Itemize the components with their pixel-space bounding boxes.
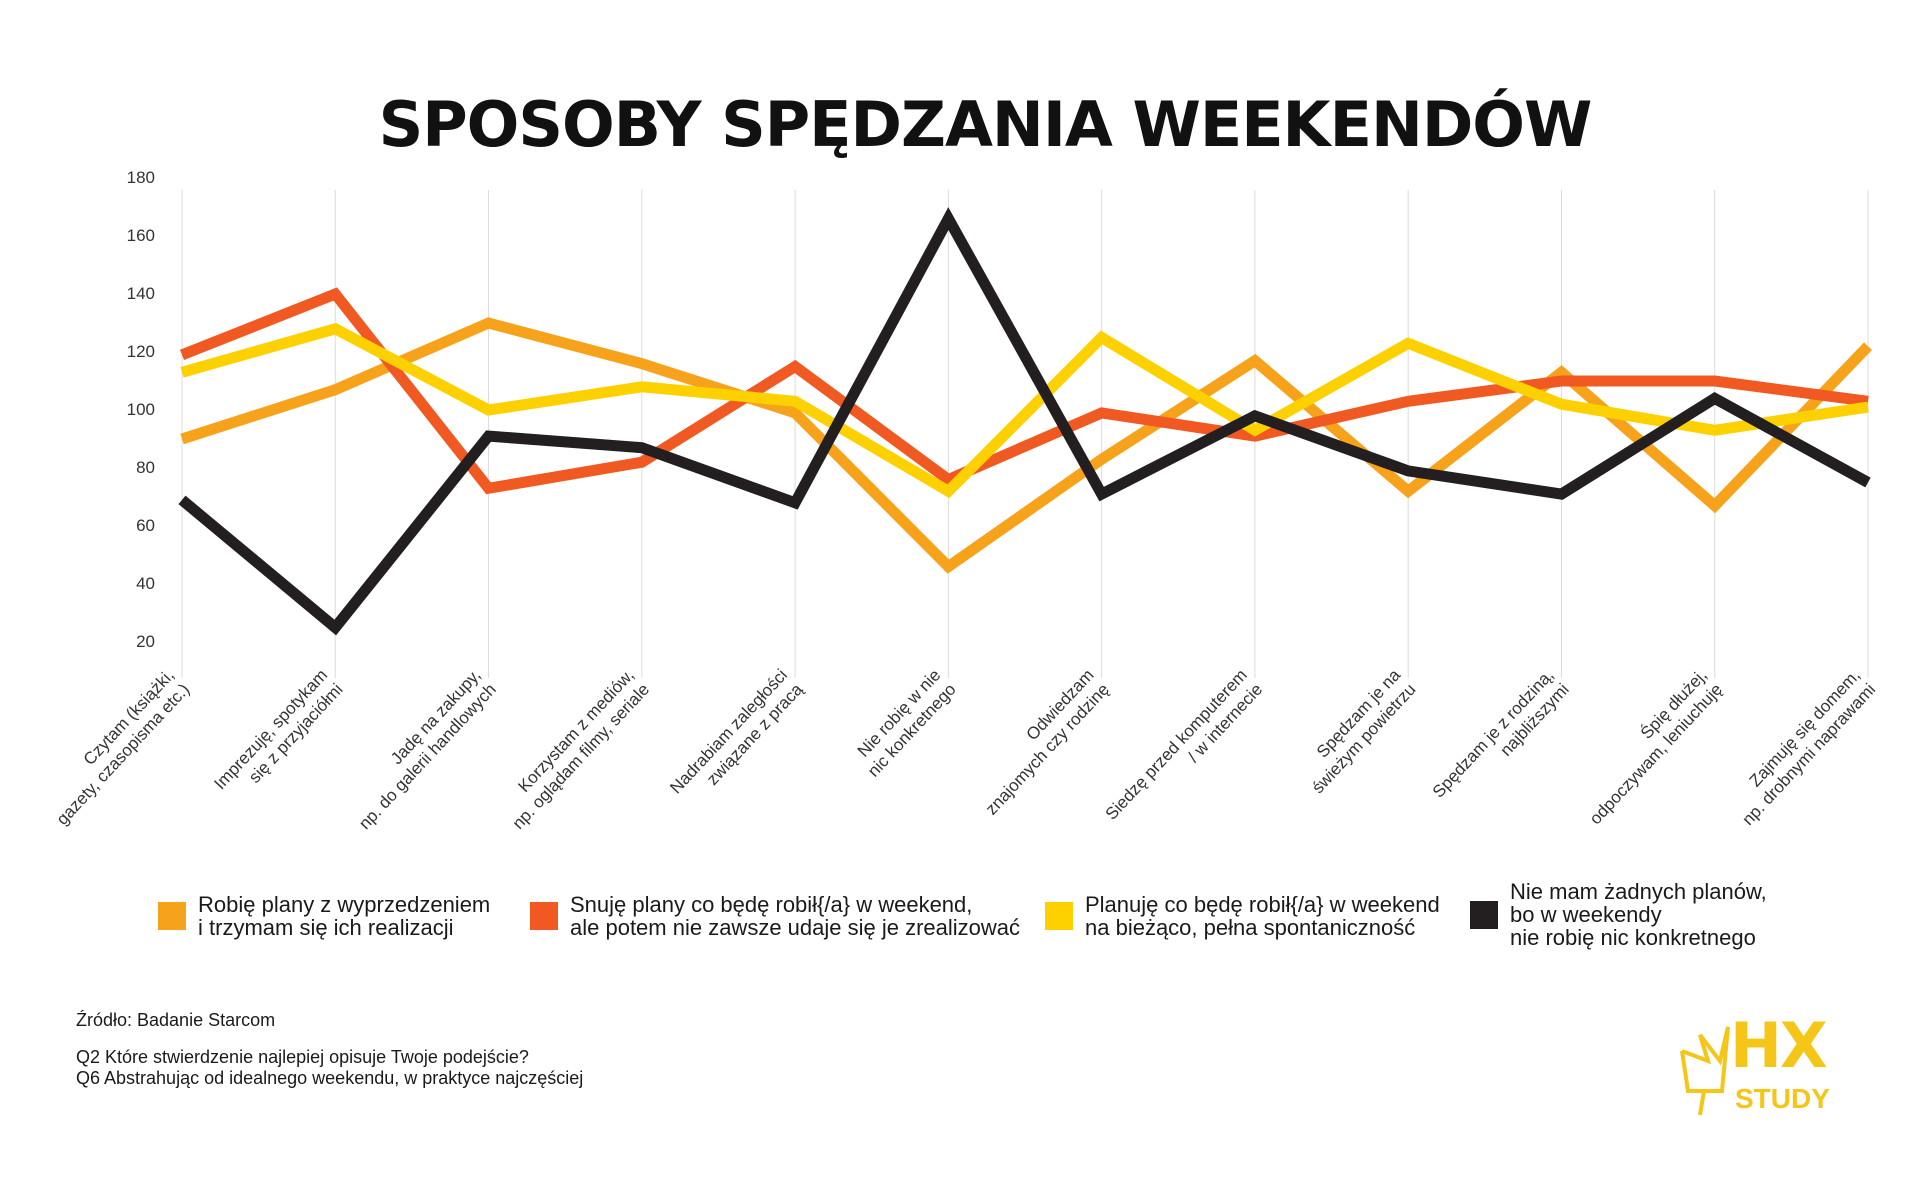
x-tick-label: Śpię dłużej,odpoczywam, leniuchuję	[1586, 666, 1726, 829]
x-tick-label: Spędzam je z rodziną,najbliższymi	[1429, 666, 1573, 802]
chart-title: SPOSOBY SPĘDZANIA WEEKENDÓW	[378, 88, 1593, 161]
legend-label: Snuję plany co będę robił{/a} w weekend,…	[570, 892, 1021, 940]
x-tick-label-line: np. drobnymi naprawami	[1738, 680, 1879, 829]
x-tick-label-line: odpoczywam, leniuchuję	[1586, 680, 1726, 828]
y-tick-label: 180	[127, 168, 155, 187]
legend-item-plan-ahead: Robię plany z wyprzedzeniem i trzymam si…	[158, 893, 490, 939]
y-tick-label: 20	[136, 632, 155, 651]
x-tick-label-line: Nadrabiam zaległości	[666, 666, 791, 798]
x-tick-label: Siedzę przed komputerem/ w internecie	[1102, 666, 1267, 824]
x-tick-label: Czytam (książki,gazety, czasopisma etc.)	[53, 666, 194, 829]
legend-item-plans-not-realized: Snuję plany co będę robił{/a} w weekend,…	[530, 893, 1020, 939]
x-tick-label: Zajmuję się domem,np. drobnymi naprawami	[1738, 666, 1879, 829]
x-tick-label-line: np. do galerii handlowych	[355, 680, 500, 833]
series-line-3	[178, 207, 1871, 636]
x-tick-label-line: np. oglądam filmy, seriale	[509, 680, 653, 833]
x-tick-label-line: znajomych czy rodzinę	[982, 680, 1113, 819]
legend-label: Nie mam żadnych planów, bo w weekendy ni…	[1510, 879, 1767, 950]
x-tick-label-line: Spędzam je z rodziną,	[1429, 666, 1558, 802]
legend-swatch-orange	[158, 902, 186, 930]
line-chart: 20 40 60 80 100 120 140 160 180 Czytam (książki,g…	[53, 168, 1880, 834]
series-line-0	[180, 317, 1872, 574]
logo-sub-text: STUDY	[1735, 1083, 1830, 1114]
x-tick-label: Korzystam z mediów,np. oglądam filmy, se…	[509, 666, 653, 833]
logo-main-text: HX	[1730, 1009, 1827, 1082]
y-tick-label: 40	[136, 574, 155, 593]
legend-swatch-black	[1470, 900, 1498, 929]
x-tick-label: Jadę na zakupy,np. do galerii handlowych	[355, 666, 500, 834]
legend-label: Robię plany z wyprzedzeniem i trzymam si…	[198, 892, 491, 940]
y-tick-label: 120	[127, 342, 155, 361]
y-tick-label: 160	[127, 226, 155, 245]
x-tick-label-line: Siedzę przed komputerem	[1102, 666, 1251, 824]
legend-item-spontaneous: Planuję co będę robił{/a} w weekend na b…	[1045, 893, 1440, 939]
series-line-2	[180, 322, 1869, 499]
y-tick-label: 140	[127, 284, 155, 303]
source-note: Źródło: Badanie Starcom	[76, 1010, 276, 1030]
survey-questions: Q2 Które stwierdzenie najlepiej opisuje …	[76, 1047, 584, 1088]
legend-label: Planuję co będę robił{/a} w weekend na b…	[1085, 892, 1440, 940]
x-tick-label-line: gazety, czasopisma etc.)	[53, 680, 194, 829]
y-tick-label: 60	[136, 516, 155, 535]
x-tick-label-line: Korzystam z mediów,	[514, 666, 637, 796]
legend-item-no-plans: Nie mam żadnych planów, bo w weekendy ni…	[1470, 880, 1767, 949]
hx-study-logo: HX STUDY	[1680, 1009, 1830, 1116]
series-line-1	[179, 287, 1869, 495]
y-tick-label: 100	[127, 400, 155, 419]
y-tick-label: 80	[136, 458, 155, 477]
legend-swatch-yellow	[1045, 902, 1073, 930]
logo-crown-icon	[1680, 1026, 1730, 1116]
legend-swatch-red	[530, 902, 558, 930]
